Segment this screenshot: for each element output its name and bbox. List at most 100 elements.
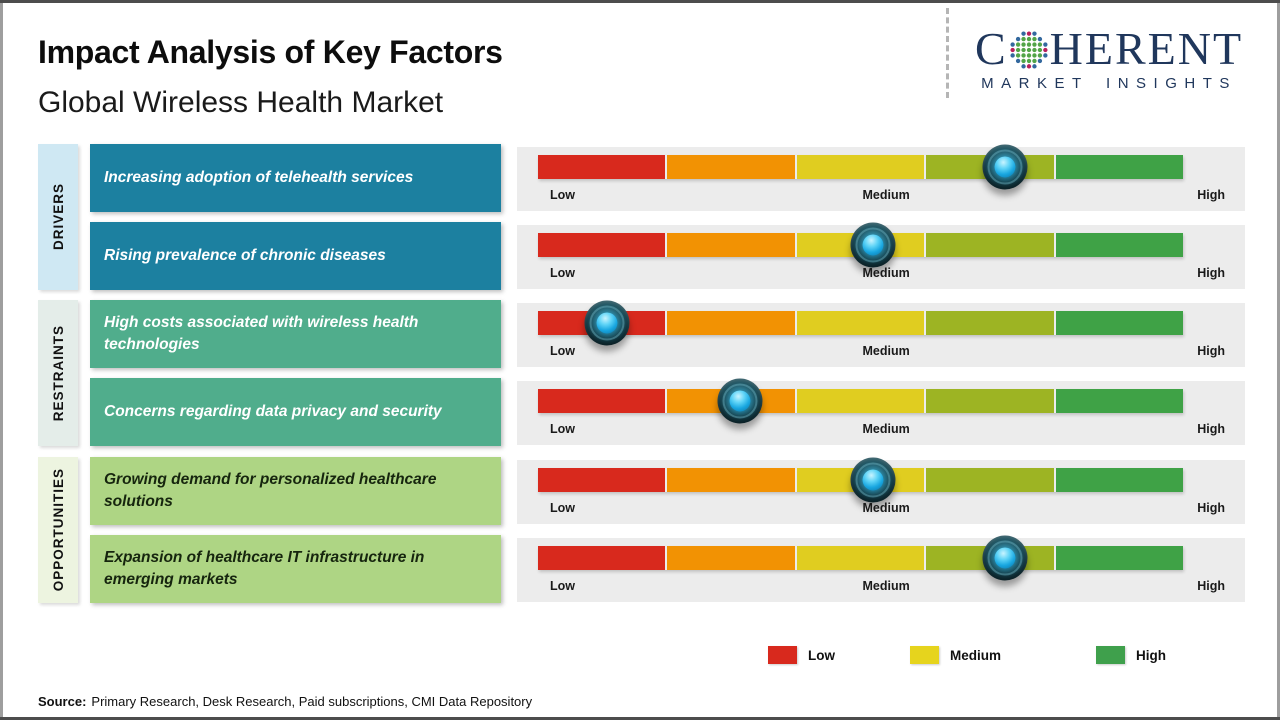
factor-label-box: High costs associated with wireless heal… xyxy=(90,300,501,368)
scale-label-low: Low xyxy=(550,266,575,280)
impact-marker[interactable] xyxy=(717,378,763,424)
scale-segment-orange xyxy=(667,546,795,570)
impact-marker[interactable] xyxy=(982,535,1028,581)
scale-segment-green xyxy=(1055,233,1184,257)
source-prefix: Source: xyxy=(38,694,87,709)
scale-segment-olive xyxy=(926,389,1054,413)
scale-segment-olive xyxy=(926,468,1054,492)
scale-segment-orange xyxy=(667,468,795,492)
category-strip-opportunities: OPPORTUNITIES xyxy=(38,457,78,603)
impact-scale-bar xyxy=(538,144,1184,190)
scale-segment-olive xyxy=(926,233,1054,257)
legend-item-low: Low xyxy=(768,646,835,664)
factor-label: Expansion of healthcare IT infrastructur… xyxy=(104,548,425,588)
brand-name-end: HERENT xyxy=(1049,23,1244,74)
scale-segment-yellow xyxy=(796,546,925,570)
factor-label-box: Rising prevalence of chronic diseases xyxy=(90,222,501,290)
page-subtitle: Global Wireless Health Market xyxy=(38,86,444,119)
impact-scale-bar xyxy=(538,535,1184,581)
legend-swatch-high xyxy=(1096,646,1125,664)
impact-row-driver-1: Increasing adoption of telehealth servic… xyxy=(0,144,1280,212)
scale-segment-green xyxy=(1055,546,1184,570)
impact-row-opportunity-1: Growing demand for personalized healthca… xyxy=(0,457,1280,525)
category-strip-drivers: DRIVERS xyxy=(38,144,78,290)
legend-item-medium: Medium xyxy=(910,646,1001,664)
scale-label-medium: Medium xyxy=(862,579,910,593)
brand-logo: C xyxy=(958,26,1260,93)
factor-label-box: Concerns regarding data privacy and secu… xyxy=(90,378,501,446)
scale-label-high: High xyxy=(1197,266,1225,280)
impact-scale-bar xyxy=(538,378,1184,424)
page-title: Impact Analysis of Key Factors xyxy=(38,34,503,70)
scale-label-low: Low xyxy=(550,422,575,436)
impact-scale-panel: Low Medium High xyxy=(517,300,1245,367)
legend-swatch-medium xyxy=(910,646,939,664)
brand-name-start: C xyxy=(974,23,1008,74)
scale-segment-green xyxy=(1055,468,1184,492)
impact-scale-panel: Low Medium High xyxy=(517,457,1245,524)
impact-scale-bar xyxy=(538,222,1184,268)
brand-name: C xyxy=(958,26,1260,72)
impact-row-opportunity-2: Expansion of healthcare IT infrastructur… xyxy=(0,535,1280,603)
scale-label-low: Low xyxy=(550,579,575,593)
impact-row-restraint-2: Concerns regarding data privacy and secu… xyxy=(0,378,1280,446)
scale-label-low: Low xyxy=(550,344,575,358)
legend-label-high: High xyxy=(1136,647,1166,663)
impact-scale-panel: Low Medium High xyxy=(517,144,1245,211)
scale-label-low: Low xyxy=(550,501,575,515)
factor-label: Rising prevalence of chronic diseases xyxy=(104,246,386,264)
category-strip-restraints: RESTRAINTS xyxy=(38,300,78,446)
impact-scale-bar xyxy=(538,457,1184,503)
scale-label-high: High xyxy=(1197,579,1225,593)
legend-label-medium: Medium xyxy=(950,647,1002,663)
scale-segment-red xyxy=(538,389,666,413)
globe-blue-dots xyxy=(1010,31,1048,69)
logo-divider xyxy=(946,8,949,98)
scale-label-high: High xyxy=(1197,188,1225,202)
globe-green-dots xyxy=(1015,36,1042,64)
impact-marker[interactable] xyxy=(584,300,630,346)
scale-segment-yellow xyxy=(796,389,925,413)
impact-scale-panel: Low Medium High xyxy=(517,535,1245,602)
scale-segment-yellow xyxy=(796,155,925,179)
scale-label-medium: Medium xyxy=(862,266,910,280)
scale-label-medium: Medium xyxy=(862,422,910,436)
impact-scale-bar xyxy=(538,300,1184,346)
brand-tagline: MARKET INSIGHTS xyxy=(981,75,1237,92)
scale-segment-orange xyxy=(667,311,795,335)
impact-marker[interactable] xyxy=(850,457,896,503)
source-line: Source: Primary Research, Desk Research, … xyxy=(38,694,532,709)
impact-marker[interactable] xyxy=(982,144,1028,190)
scale-segment-orange xyxy=(667,233,795,257)
legend-swatch-low xyxy=(768,646,797,664)
factor-label: Growing demand for personalized healthca… xyxy=(104,470,437,510)
globe-magenta-dots xyxy=(1010,31,1048,69)
scale-label-medium: Medium xyxy=(862,188,910,202)
scale-segment-red xyxy=(538,155,666,179)
impact-scale-panel: Low Medium High xyxy=(517,378,1245,445)
impact-marker[interactable] xyxy=(850,222,896,268)
scale-label-low: Low xyxy=(550,188,575,202)
scale-label-medium: Medium xyxy=(862,501,910,515)
impact-row-driver-2: Rising prevalence of chronic diseases Lo… xyxy=(0,222,1280,290)
scale-segment-olive xyxy=(926,311,1054,335)
factor-label: High costs associated with wireless heal… xyxy=(104,313,419,353)
impact-scale-panel: Low Medium High xyxy=(517,222,1245,289)
factor-label-box: Expansion of healthcare IT infrastructur… xyxy=(90,535,501,603)
globe-dots-icon xyxy=(1010,31,1048,69)
scale-label-high: High xyxy=(1197,344,1225,358)
legend-label-low: Low xyxy=(808,647,835,663)
source-text: Primary Research, Desk Research, Paid su… xyxy=(91,694,533,709)
scale-segment-orange xyxy=(667,155,795,179)
scale-segment-red xyxy=(538,546,666,570)
factor-label-box: Increasing adoption of telehealth servic… xyxy=(90,144,501,212)
scale-segment-red xyxy=(538,468,666,492)
scale-segment-red xyxy=(538,233,666,257)
legend-item-high: High xyxy=(1096,646,1166,664)
scale-segment-yellow xyxy=(796,311,925,335)
factor-label-box: Growing demand for personalized healthca… xyxy=(90,457,501,525)
scale-segment-green xyxy=(1055,311,1184,335)
scale-label-high: High xyxy=(1197,422,1225,436)
scale-label-medium: Medium xyxy=(862,344,910,358)
factor-label: Increasing adoption of telehealth servic… xyxy=(104,168,414,186)
